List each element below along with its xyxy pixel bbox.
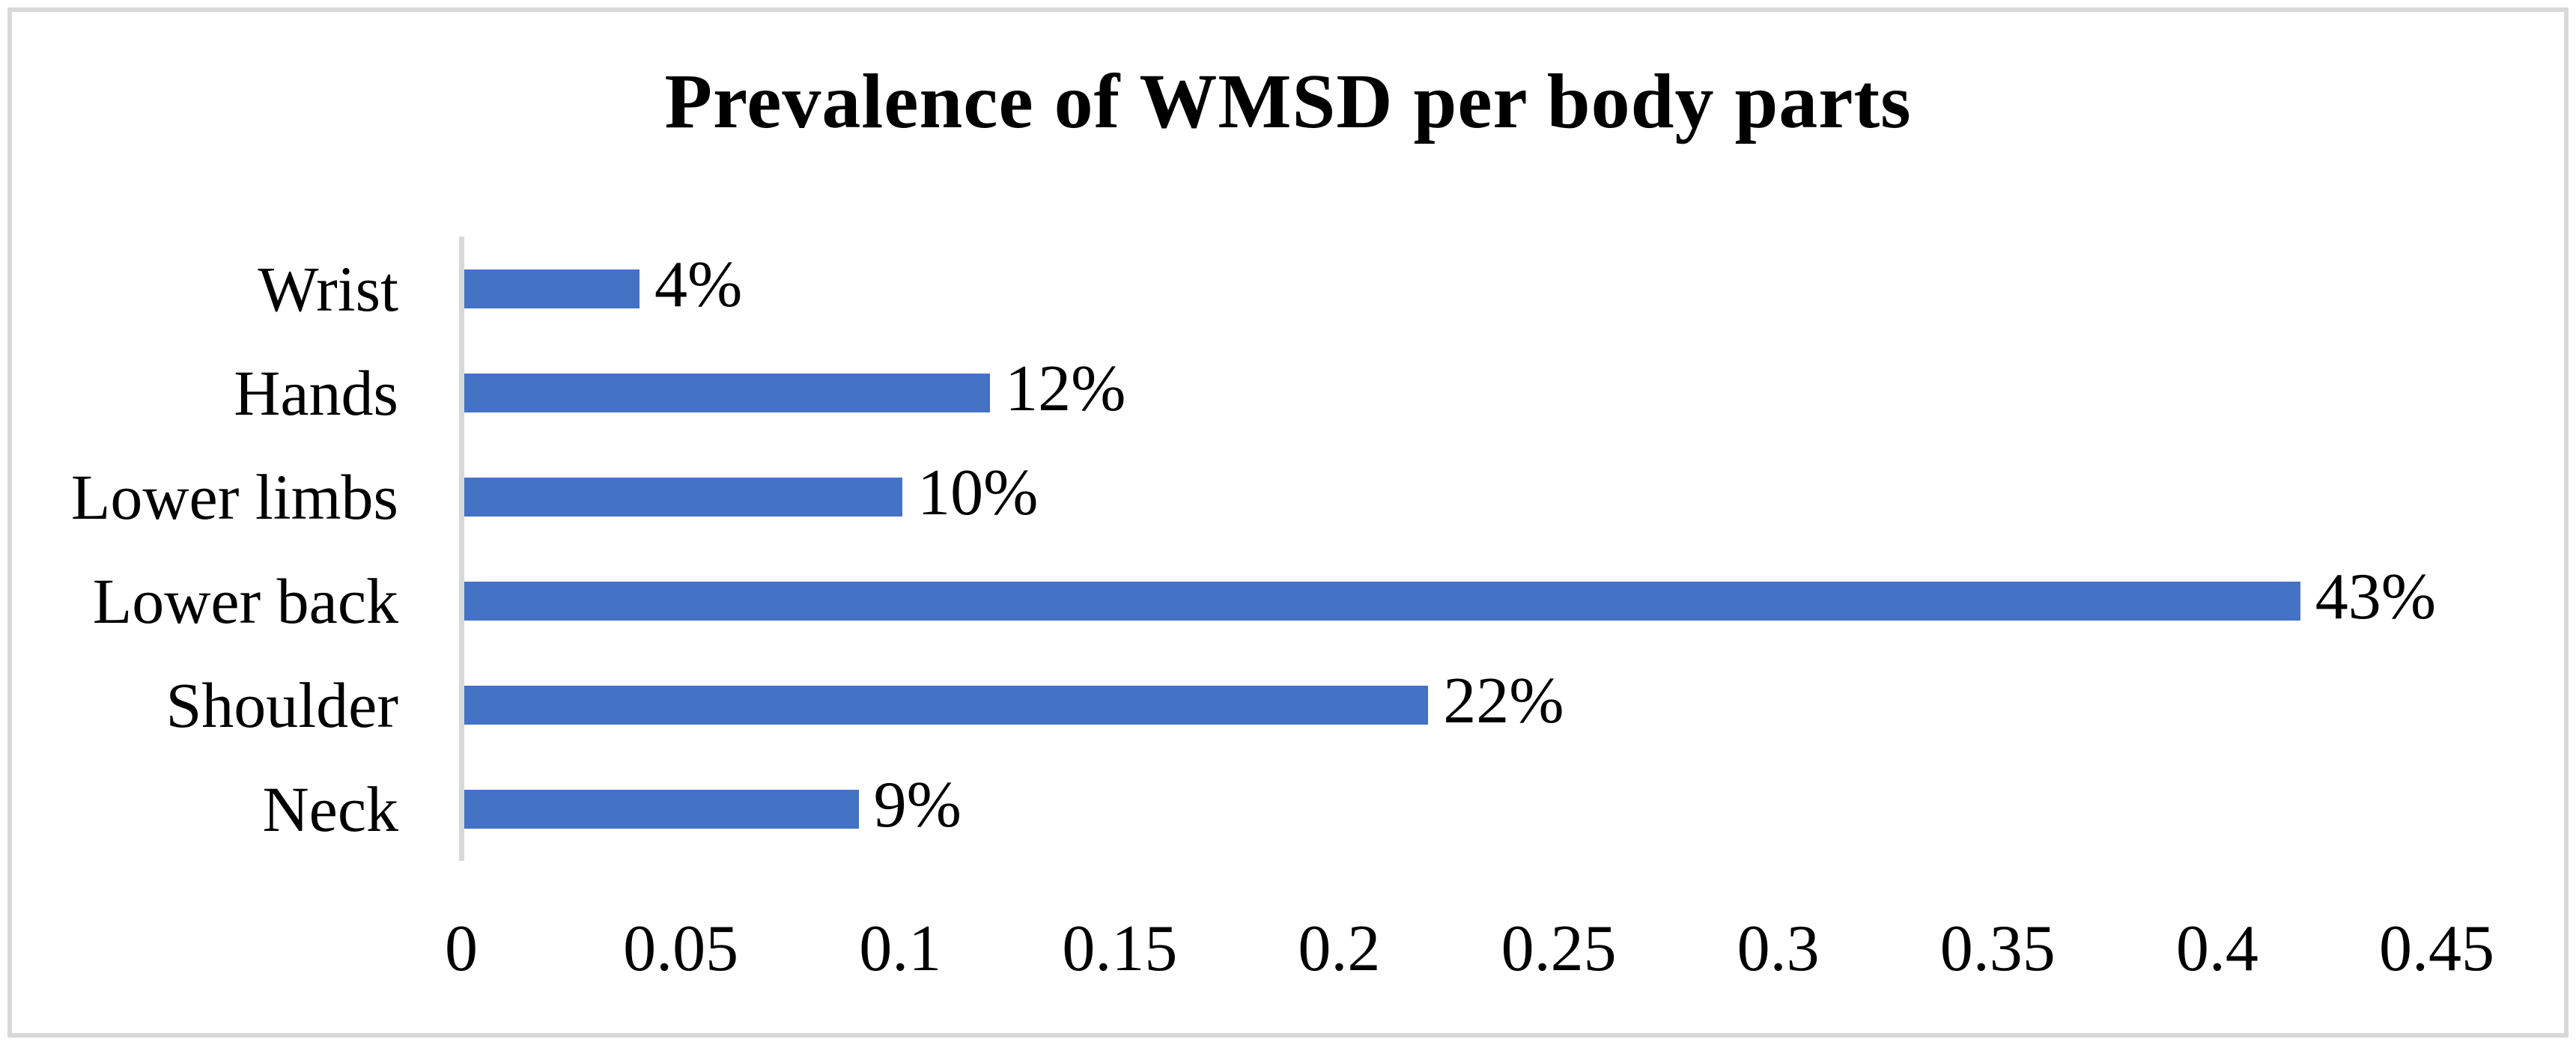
value-label-hands: 12% [1005, 352, 1126, 425]
bar-row: 43% [464, 549, 2436, 653]
chart-title: Prevalence of WMSD per body parts [664, 58, 1912, 144]
x-tick-label: 0.15 [1062, 913, 1178, 985]
category-label-wrist: Wrist [258, 252, 398, 325]
bar-neck [464, 789, 859, 829]
bar-row: 4% [464, 237, 2436, 341]
x-tick-label: 0 [445, 913, 478, 985]
x-tick-label: 0.2 [1298, 913, 1381, 985]
value-label-lower-back: 43% [2315, 560, 2436, 633]
bar-row: 12% [464, 341, 2436, 445]
chart-border [7, 7, 2569, 1038]
y-axis-line [459, 237, 464, 861]
category-label-shoulder: Shoulder [165, 668, 398, 741]
x-tick-label: 0.4 [2175, 913, 2258, 985]
x-tick-label: 0.1 [859, 913, 942, 985]
plot-area: 4% 12% 10% 43% 22% 9% [464, 237, 2436, 861]
value-label-lower-limbs: 10% [917, 456, 1039, 529]
value-label-neck: 9% [873, 768, 962, 841]
category-label-hands: Hands [234, 356, 398, 429]
bar-wrist [464, 269, 640, 308]
bar-row: 9% [464, 757, 2436, 861]
category-label-neck: Neck [262, 773, 398, 845]
bar-row: 10% [464, 445, 2436, 549]
bar-shoulder [464, 685, 1429, 725]
category-label-lower-back: Lower back [92, 564, 398, 637]
x-axis: 0 0.05 0.1 0.15 0.2 0.25 0.3 0.35 0.4 0.… [445, 898, 2494, 1000]
value-label-shoulder: 22% [1443, 664, 1564, 737]
bar-lower-back [464, 581, 2300, 621]
bar-row: 22% [464, 653, 2436, 757]
value-label-wrist: 4% [654, 248, 743, 321]
x-tick-label: 0.3 [1737, 913, 1820, 985]
bar-hands [464, 373, 991, 412]
x-tick-label: 0.25 [1501, 913, 1617, 985]
x-tick-label: 0.05 [623, 913, 739, 985]
x-tick-label: 0.45 [2379, 913, 2494, 985]
category-axis: Wrist Hands Lower limbs Lower back Shoul… [0, 237, 398, 861]
x-tick-label: 0.35 [1939, 913, 2056, 985]
bar-lower-limbs [464, 477, 903, 517]
category-label-lower-limbs: Lower limbs [70, 460, 398, 533]
